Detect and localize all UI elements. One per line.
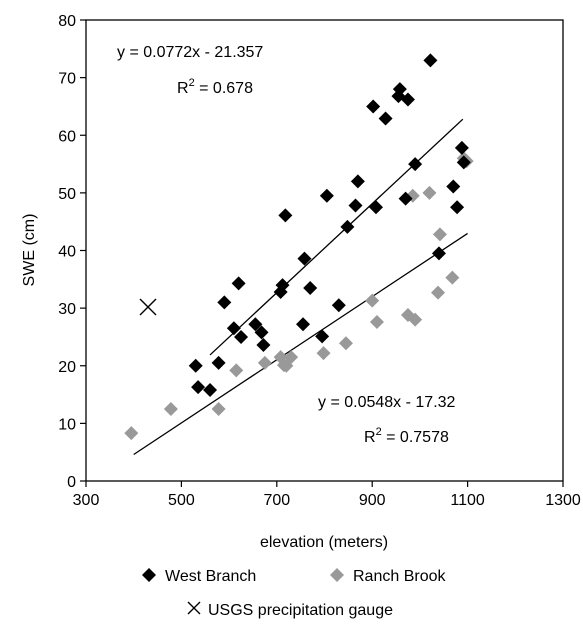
r2-value: = 0.678 — [195, 80, 253, 97]
point-series-1 — [365, 293, 380, 308]
y-tick-label: 60 — [58, 128, 76, 145]
point-series-0 — [331, 298, 346, 313]
r2-value: = 0.7578 — [382, 429, 449, 446]
legend-label-west-branch: West Branch — [165, 568, 256, 585]
point-series-0 — [226, 321, 241, 336]
point-series-1 — [163, 401, 178, 416]
point-series-1 — [432, 227, 447, 242]
legend-item-ranch-brook: Ranch Brook — [330, 568, 446, 585]
point-series-1 — [124, 426, 139, 441]
x-tick-label: 700 — [263, 492, 290, 509]
point-series-0 — [254, 325, 269, 340]
point-series-0 — [217, 295, 232, 310]
point-series-0 — [446, 179, 461, 194]
point-series-0 — [423, 53, 438, 68]
point-series-0 — [315, 329, 330, 344]
r2-superscript: 2 — [189, 77, 195, 89]
legend: West Branch Ranch Brook USGS precipitati… — [142, 568, 446, 619]
point-series-0 — [278, 208, 293, 223]
point-series-0 — [366, 99, 381, 114]
y-tick-label: 30 — [58, 301, 76, 318]
point-series-0 — [400, 92, 415, 107]
point-series-0 — [340, 219, 355, 234]
point-series-0 — [203, 382, 218, 397]
point-series-0 — [319, 188, 334, 203]
x-axis-title: elevation (meters) — [260, 534, 388, 551]
data-points — [124, 53, 474, 441]
point-series-0 — [275, 278, 290, 293]
x-tick-label: 900 — [359, 492, 386, 509]
r2-superscript: 2 — [376, 426, 382, 438]
point-series-0 — [297, 251, 312, 266]
point-series-0 — [398, 191, 413, 206]
y-tick-label: 70 — [58, 71, 76, 88]
point-series-0 — [231, 276, 246, 291]
trendline-series-0 — [209, 118, 464, 356]
trendlines — [133, 118, 468, 456]
point-series-1 — [211, 401, 226, 416]
x-tick-label: 1300 — [545, 492, 581, 509]
ranch-brook-r2: R2 = 0.7578 — [364, 426, 449, 446]
point-series-0 — [456, 155, 471, 170]
y-tick-label: 0 — [67, 474, 76, 491]
point-series-0 — [350, 174, 365, 189]
point-series-1 — [408, 312, 423, 327]
point-series-1 — [284, 350, 299, 365]
legend-item-usgs-gauge: USGS precipitation gauge — [187, 601, 393, 619]
point-series-1 — [229, 363, 244, 378]
ranch-brook-equation: y = 0.0548x - 17.32 — [318, 394, 456, 411]
legend-label-ranch-brook: Ranch Brook — [353, 568, 446, 585]
point-series-0 — [234, 329, 249, 344]
trendline-series-1 — [133, 232, 468, 456]
point-series-0 — [348, 198, 363, 213]
r2-prefix: R — [364, 429, 376, 446]
west-branch-r2: R2 = 0.678 — [177, 77, 253, 97]
legend-marker-ranch-brook — [330, 568, 344, 582]
point-series-0 — [431, 246, 446, 261]
axis-ticks: 300 500 700 900 1100 1300 0 10 20 30 40 50 60 70 80 — [58, 13, 581, 509]
point-series-0 — [378, 111, 393, 126]
point-series-1 — [316, 346, 331, 361]
point-series-1 — [338, 336, 353, 351]
legend-label-usgs-gauge: USGS precipitation gauge — [208, 602, 393, 619]
legend-marker-west-branch — [142, 568, 156, 582]
x-tick-label: 1100 — [450, 492, 485, 509]
point-series-0 — [296, 317, 311, 332]
y-tick-label: 50 — [58, 186, 76, 203]
point-series-1 — [445, 270, 460, 285]
point-series-1 — [431, 285, 446, 300]
y-tick-label: 10 — [58, 416, 76, 433]
plot-frame — [85, 19, 564, 482]
point-series-0 — [450, 200, 465, 215]
y-tick-label: 20 — [58, 359, 76, 376]
point-series-0 — [191, 380, 206, 395]
legend-item-west-branch: West Branch — [142, 568, 256, 585]
point-series-0 — [188, 358, 203, 373]
point-series-0 — [369, 200, 384, 215]
y-tick-label: 80 — [58, 13, 76, 30]
west-branch-equation: y = 0.0772x - 21.357 — [117, 44, 263, 61]
point-series-0 — [454, 140, 469, 155]
point-series-0 — [248, 317, 263, 332]
legend-marker-usgs-gauge — [187, 601, 201, 615]
point-series-0 — [256, 338, 271, 353]
point-series-1 — [422, 185, 437, 200]
x-tick-label: 300 — [73, 492, 100, 509]
y-axis-title: SWE (cm) — [21, 214, 38, 287]
point-series-0 — [408, 157, 423, 172]
point-series-1 — [369, 314, 384, 329]
point-series-0 — [211, 355, 226, 370]
r2-prefix: R — [177, 80, 189, 97]
point-series-0 — [303, 280, 318, 295]
y-tick-label: 40 — [58, 244, 76, 261]
point-usgs-gauge — [139, 298, 157, 316]
point-series-0 — [392, 82, 407, 97]
point-series-1 — [257, 355, 272, 370]
x-tick-label: 500 — [168, 492, 195, 509]
